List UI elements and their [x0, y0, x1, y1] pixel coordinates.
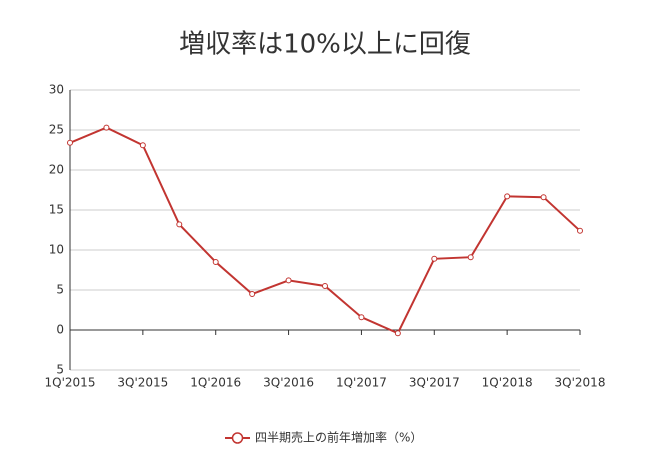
x-tick-label: 3Q'2018: [555, 376, 606, 390]
legend-label: 四半期売上の前年増加率（%）: [255, 430, 422, 445]
point: [176, 221, 183, 228]
point: [67, 139, 73, 146]
x-tick-label: 3Q'2017: [409, 376, 460, 390]
point: [577, 227, 583, 234]
point: [467, 254, 474, 261]
y-tick-label: 10: [49, 243, 64, 257]
x-tick-label: 1Q'2017: [336, 376, 387, 390]
point: [285, 277, 292, 284]
legend-marker: [231, 432, 244, 444]
point: [249, 291, 256, 297]
series-line: [69, 126, 581, 335]
point: [540, 194, 547, 201]
point: [504, 193, 511, 200]
y-tick-label: 25: [49, 123, 64, 137]
y-tick-label: 5: [56, 363, 64, 377]
point: [358, 314, 365, 321]
x-tick-label: 1Q'2015: [45, 376, 96, 390]
point: [322, 283, 328, 289]
y-tick-label: 30: [49, 83, 64, 97]
point: [103, 124, 110, 131]
y-tick-label: 15: [49, 203, 64, 217]
point: [394, 330, 401, 337]
y-tick-label: 5: [56, 283, 64, 297]
chart-title: 増収率は10%以上に回復: [179, 30, 471, 60]
x-tick-label: 3Q'2016: [263, 376, 314, 390]
x-tick-label: 3Q'2015: [117, 376, 168, 390]
x-tick-label: 1Q'2018: [482, 376, 533, 390]
x-tick-label: 1Q'2016: [190, 376, 241, 390]
y-tick-label: 20: [49, 163, 64, 177]
point: [139, 142, 146, 149]
point: [431, 255, 438, 262]
point: [212, 259, 219, 265]
y-tick-label: 0: [56, 323, 64, 337]
